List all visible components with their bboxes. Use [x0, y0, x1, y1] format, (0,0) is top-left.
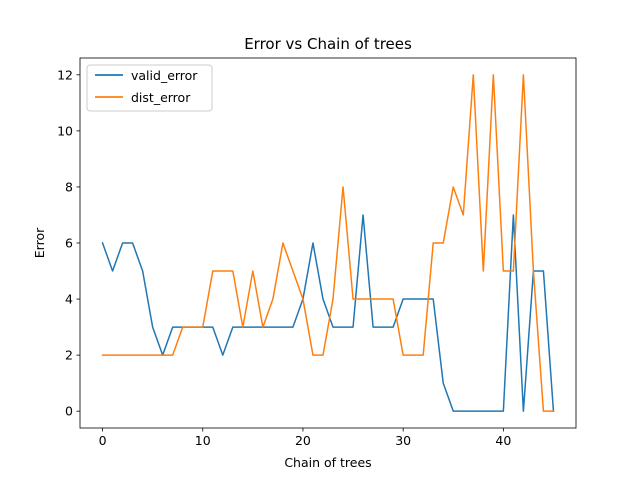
y-tick-label: 8	[65, 179, 73, 194]
legend-box	[86, 64, 213, 112]
x-tick-label: 0	[99, 433, 107, 448]
series-line-dist-error	[101, 74, 555, 412]
chart-title: Error vs Chain of trees	[244, 35, 412, 53]
y-tick-label: 4	[65, 292, 73, 307]
x-axis-ticks: 0 10 20 30 40	[99, 428, 511, 448]
y-axis-label: Error	[32, 227, 47, 258]
x-axis-label: Chain of trees	[284, 455, 371, 470]
x-tick-label: 40	[495, 433, 511, 448]
x-tick-label: 10	[195, 433, 211, 448]
legend: valid_error dist_error	[86, 64, 213, 112]
x-tick-label: 20	[295, 433, 311, 448]
y-tick-label: 10	[57, 123, 73, 138]
x-tick-label: 30	[395, 433, 411, 448]
legend-label-valid-error: valid_error	[131, 68, 198, 83]
plot-area	[80, 58, 576, 428]
legend-label-dist-error: dist_error	[131, 90, 191, 105]
series-line-valid-error	[101, 214, 555, 412]
y-tick-label: 2	[65, 348, 73, 363]
series-layer	[101, 74, 555, 412]
y-tick-label: 6	[65, 236, 73, 251]
y-tick-label: 0	[65, 404, 73, 419]
y-axis-ticks: 0 2 4 6 8 10 12	[57, 67, 80, 419]
y-tick-label: 12	[57, 67, 73, 82]
